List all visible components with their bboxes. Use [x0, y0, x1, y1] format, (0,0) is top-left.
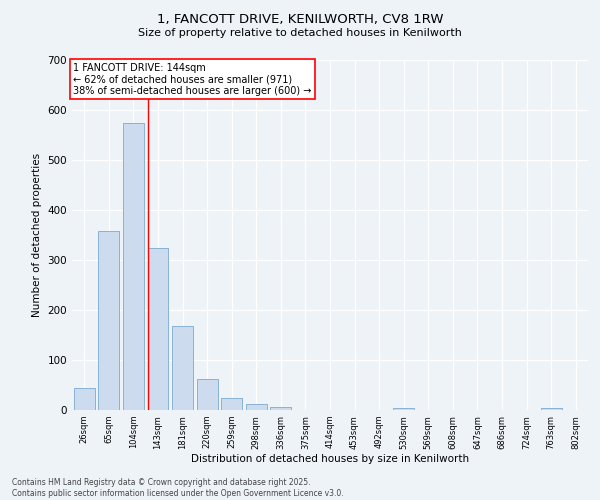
- X-axis label: Distribution of detached houses by size in Kenilworth: Distribution of detached houses by size …: [191, 454, 469, 464]
- Bar: [393, 408, 414, 410]
- Bar: [221, 398, 242, 410]
- Bar: [246, 404, 267, 410]
- Bar: [541, 408, 562, 410]
- Bar: [172, 326, 193, 410]
- Bar: [98, 231, 119, 410]
- Bar: [74, 388, 95, 410]
- Text: Size of property relative to detached houses in Kenilworth: Size of property relative to detached ho…: [138, 28, 462, 38]
- Text: 1, FANCOTT DRIVE, KENILWORTH, CV8 1RW: 1, FANCOTT DRIVE, KENILWORTH, CV8 1RW: [157, 12, 443, 26]
- Text: Contains HM Land Registry data © Crown copyright and database right 2025.
Contai: Contains HM Land Registry data © Crown c…: [12, 478, 344, 498]
- Y-axis label: Number of detached properties: Number of detached properties: [32, 153, 42, 317]
- Bar: [123, 122, 144, 410]
- Bar: [197, 379, 218, 410]
- Bar: [148, 248, 169, 410]
- Text: 1 FANCOTT DRIVE: 144sqm
← 62% of detached houses are smaller (971)
38% of semi-d: 1 FANCOTT DRIVE: 144sqm ← 62% of detache…: [73, 62, 311, 96]
- Bar: [271, 407, 292, 410]
